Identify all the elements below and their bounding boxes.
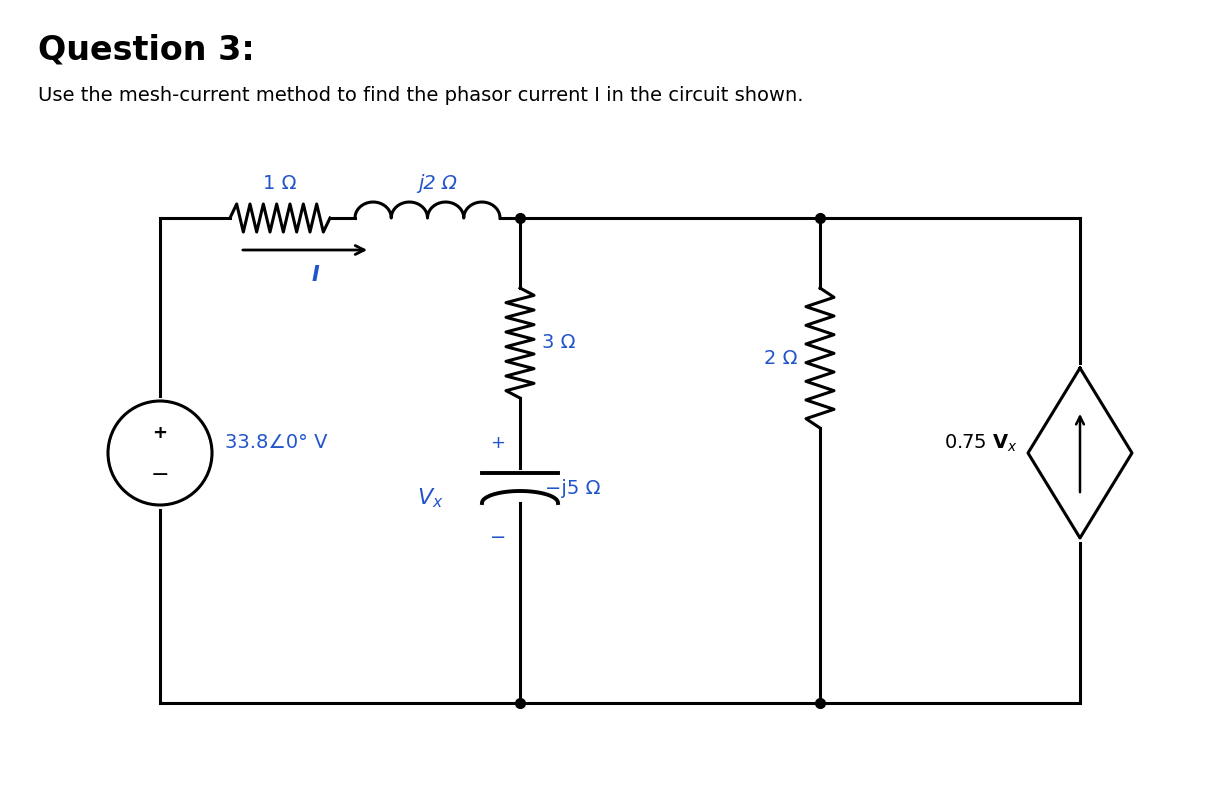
Text: 1 Ω: 1 Ω	[263, 174, 296, 193]
Text: +: +	[491, 434, 506, 452]
Text: 2 Ω: 2 Ω	[765, 348, 798, 368]
Text: −j5 Ω: −j5 Ω	[545, 478, 601, 498]
Text: −: −	[490, 528, 507, 548]
Text: Question 3:: Question 3:	[38, 33, 255, 66]
Text: −: −	[151, 465, 169, 485]
Text: Use the mesh-current method to find the phasor current I in the circuit shown.: Use the mesh-current method to find the …	[38, 86, 803, 105]
Text: $V_x$: $V_x$	[416, 486, 443, 510]
Text: I: I	[311, 265, 319, 285]
Text: 3 Ω: 3 Ω	[542, 334, 575, 352]
Text: 0.75 $\mathbf{V}_{x}$: 0.75 $\mathbf{V}_{x}$	[945, 432, 1018, 453]
Text: +: +	[153, 424, 168, 442]
Text: 33.8∠0° V: 33.8∠0° V	[225, 434, 328, 452]
Text: j2 Ω: j2 Ω	[419, 174, 457, 193]
